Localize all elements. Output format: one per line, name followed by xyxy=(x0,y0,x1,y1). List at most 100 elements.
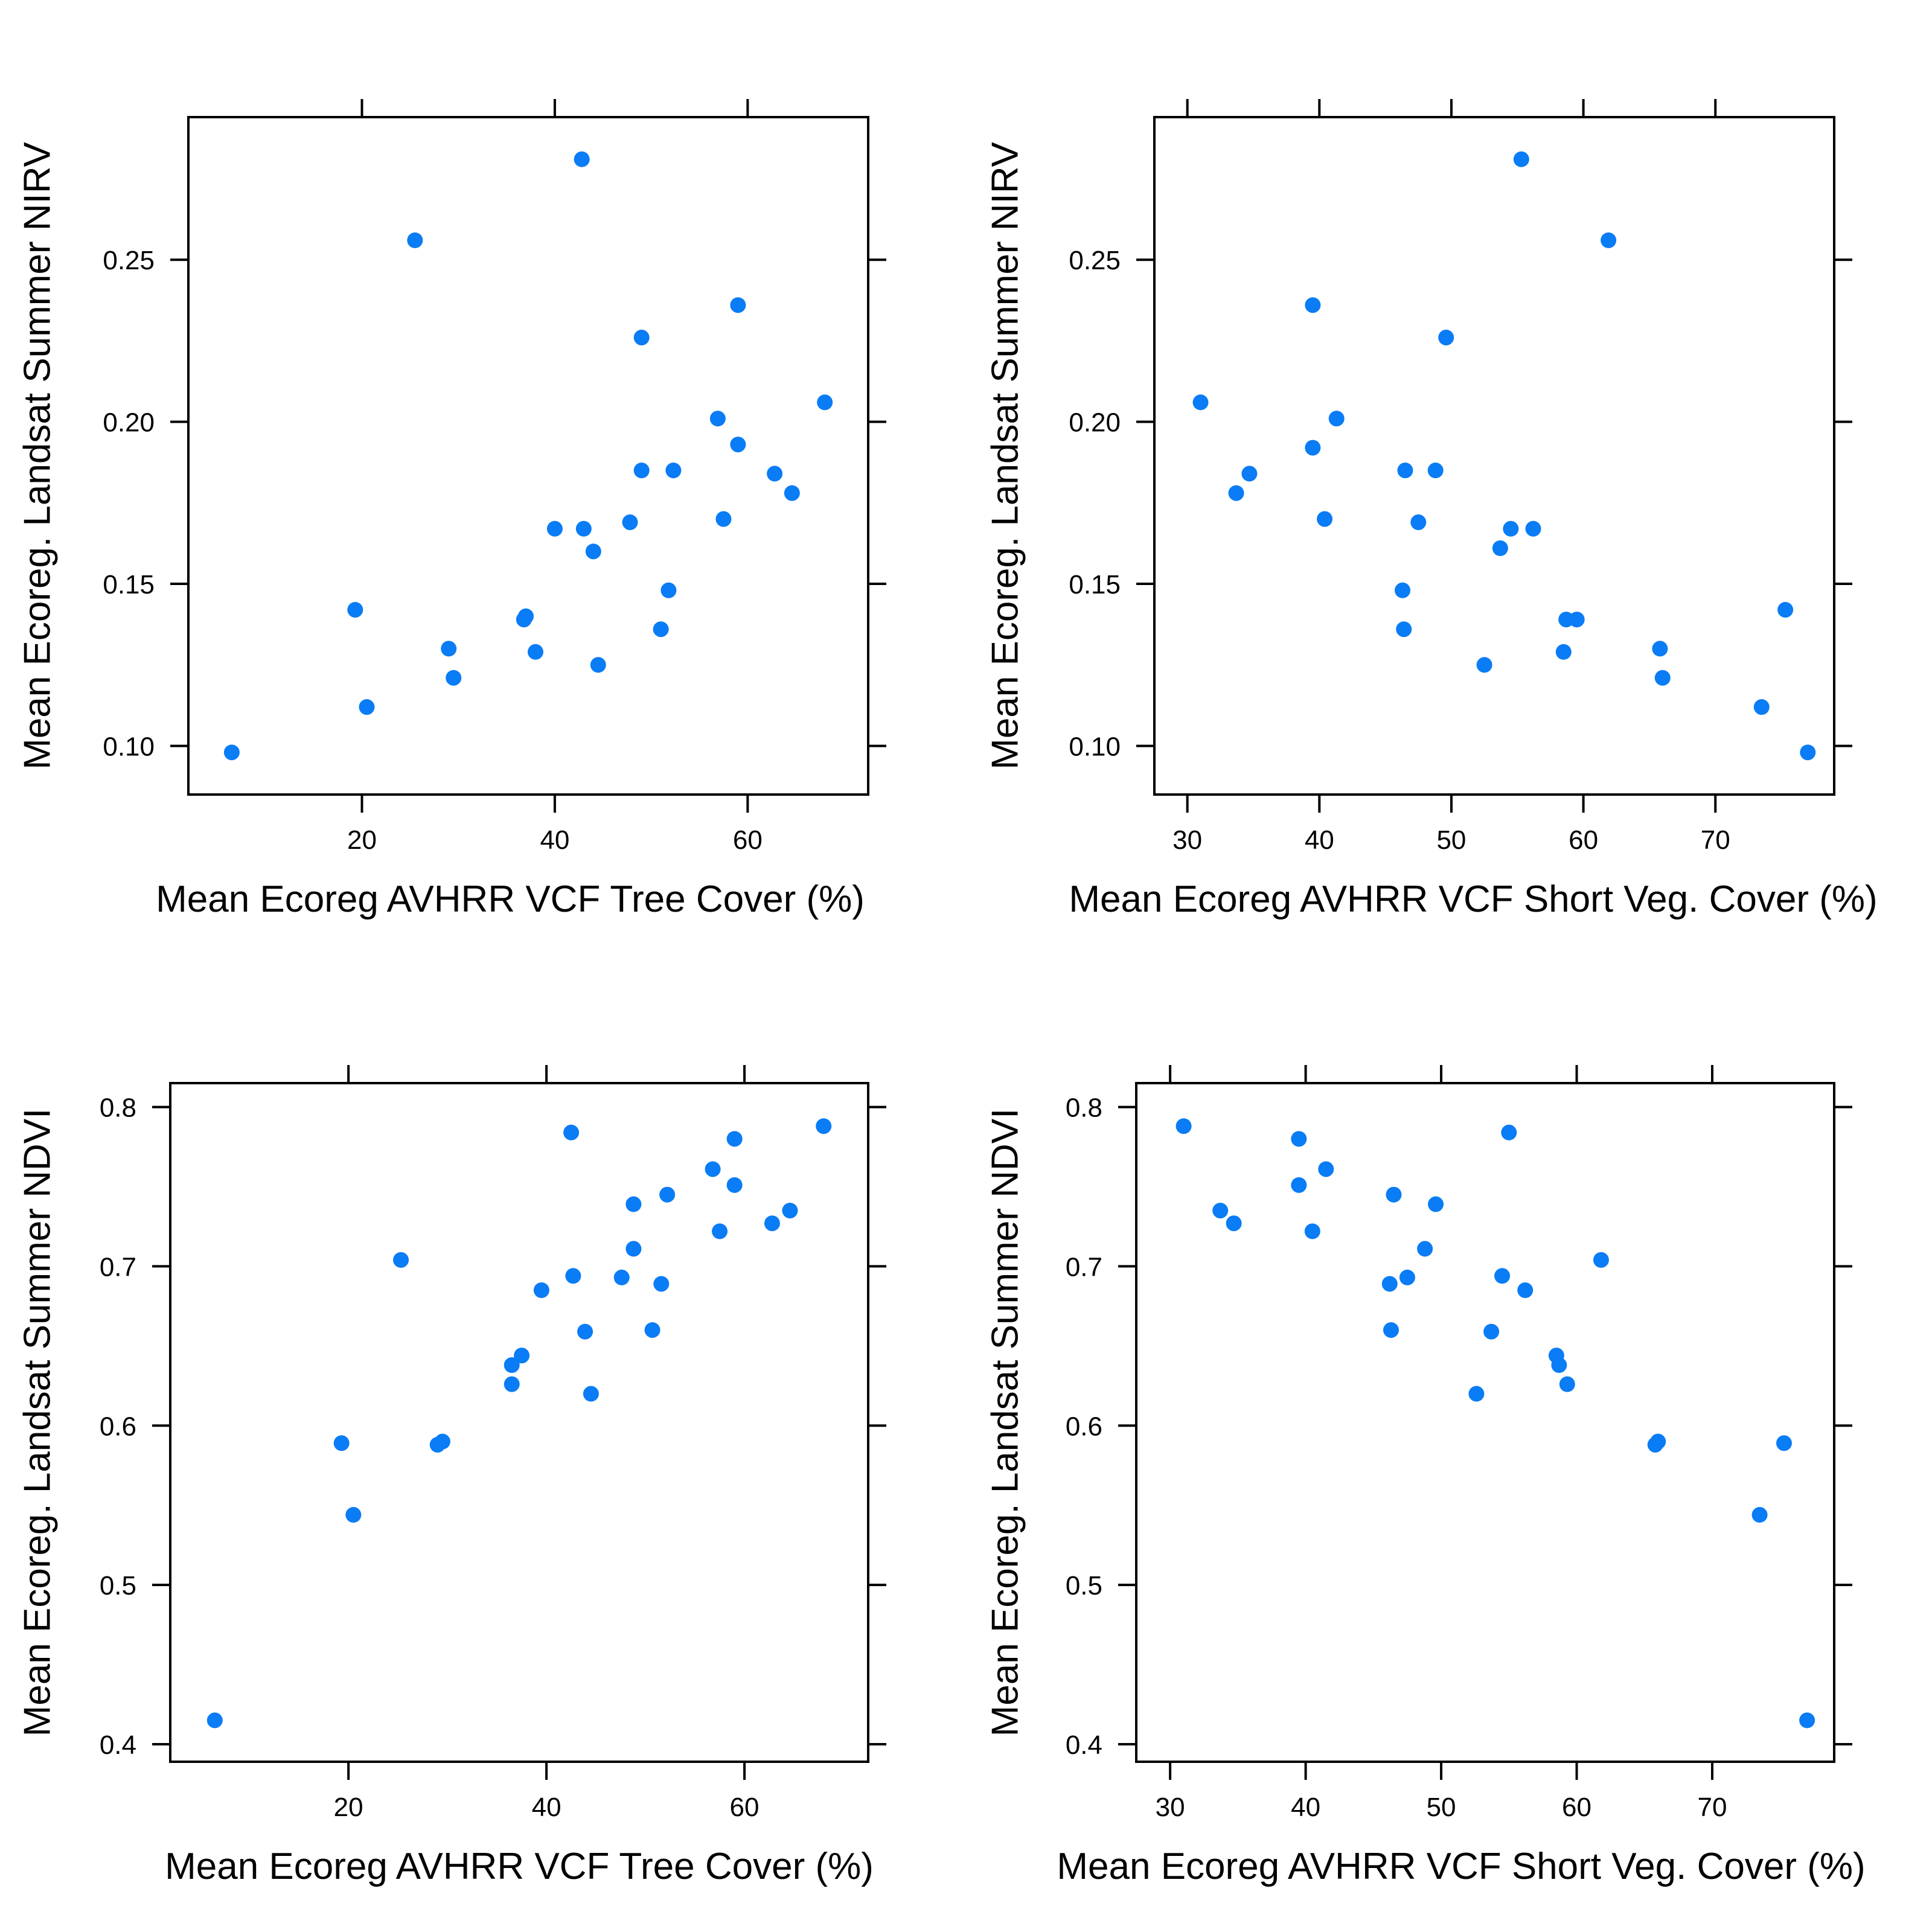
y-tick-label: 0.7 xyxy=(100,1252,136,1282)
data-point xyxy=(1328,411,1345,427)
y-tick-label: 0.5 xyxy=(1066,1571,1102,1601)
y-tick-label: 0.8 xyxy=(100,1093,136,1123)
panel-nirv-vs-tree-cover: 20 40 60 0.10 0.15 0.20 0.25 Mean Ecoreg AVHRR … xyxy=(17,99,886,920)
data-point xyxy=(625,1196,642,1212)
x-tick-label: 60 xyxy=(1562,1793,1591,1822)
data-point xyxy=(1397,462,1413,479)
data-point xyxy=(659,1186,676,1203)
panel-nirv-vs-short-veg: 30 40 50 60 70 0.10 0.15 0.20 0.25 Mean Ecoreg AV… xyxy=(985,99,1878,920)
data-point xyxy=(446,670,462,686)
data-point xyxy=(726,1177,743,1193)
data-point xyxy=(665,462,682,479)
data-point xyxy=(333,1435,350,1451)
data-point xyxy=(730,297,746,313)
data-point xyxy=(504,1376,520,1392)
data-point xyxy=(1428,1196,1444,1212)
data-point xyxy=(565,1268,581,1284)
data-point xyxy=(633,462,650,479)
data-point xyxy=(1776,1435,1792,1451)
data-point xyxy=(577,1323,593,1340)
data-point xyxy=(1799,1712,1815,1729)
data-point xyxy=(613,1269,630,1285)
data-point xyxy=(407,232,423,248)
data-point xyxy=(1396,621,1412,638)
data-point xyxy=(575,520,592,537)
data-point xyxy=(585,543,601,560)
x-tick-label: 20 xyxy=(347,825,377,855)
y-tick-label: 0.7 xyxy=(1066,1252,1102,1282)
x-tick-label: 60 xyxy=(1569,825,1598,855)
data-point xyxy=(1383,1322,1399,1338)
y-axis-label: Mean Ecoreg. Landsat Summer NDVI xyxy=(17,1108,59,1737)
x-tick-label: 70 xyxy=(1698,1793,1727,1822)
y-tick-label: 0.15 xyxy=(103,570,155,600)
data-point xyxy=(1800,744,1816,761)
y-axis-label: Mean Ecoreg. Landsat Summer NDVI xyxy=(985,1108,1026,1737)
data-point xyxy=(1176,1118,1192,1134)
data-point xyxy=(1317,511,1333,527)
plot-frame xyxy=(187,116,869,796)
y-tick-label: 0.25 xyxy=(103,246,155,275)
panel-ndvi-vs-tree-cover: 20 40 60 0.4 0.5 0.6 0.7 0.8 Mean Ecoreg AVHRR V… xyxy=(17,1065,886,1887)
data-point xyxy=(574,151,590,167)
data-point xyxy=(441,641,457,657)
data-point xyxy=(1501,1124,1517,1140)
y-tick-label: 0.10 xyxy=(1069,732,1121,761)
data-point xyxy=(1410,514,1427,531)
data-point xyxy=(347,602,363,618)
data-point xyxy=(1517,1282,1534,1299)
data-point xyxy=(712,1223,728,1239)
data-point xyxy=(1318,1161,1334,1177)
data-point xyxy=(1381,1276,1398,1292)
x-tick-label: 40 xyxy=(540,825,569,855)
data-point xyxy=(1525,520,1541,537)
y-tick-label: 0.20 xyxy=(1069,408,1121,438)
data-point xyxy=(784,485,800,501)
plot-frame xyxy=(1135,1082,1835,1763)
x-tick-label: 60 xyxy=(730,1793,760,1822)
data-point xyxy=(730,437,746,453)
data-point xyxy=(583,1386,599,1402)
data-point xyxy=(1593,1252,1609,1268)
y-tick-label: 0.6 xyxy=(100,1412,136,1441)
data-point xyxy=(1555,644,1572,660)
x-tick-label: 40 xyxy=(1291,1793,1320,1822)
x-axis-label: Mean Ecoreg AVHRR VCF Tree Cover (%) xyxy=(165,1846,874,1887)
data-point xyxy=(726,1131,743,1147)
data-point xyxy=(1492,540,1508,556)
data-point xyxy=(1652,641,1668,657)
data-point xyxy=(345,1507,362,1523)
x-tick-label: 70 xyxy=(1701,825,1730,855)
data-point xyxy=(709,411,726,427)
data-point xyxy=(563,1124,580,1140)
x-tick-label: 30 xyxy=(1172,825,1202,855)
y-tick-label: 0.25 xyxy=(1069,246,1121,275)
y-tick-label: 0.6 xyxy=(1066,1412,1102,1441)
data-point xyxy=(705,1161,721,1177)
data-point xyxy=(1559,1376,1575,1392)
x-tick-label: 40 xyxy=(532,1793,561,1822)
data-point xyxy=(1777,602,1794,618)
data-point xyxy=(625,1241,642,1257)
data-point xyxy=(1513,151,1529,167)
x-tick-label: 20 xyxy=(334,1793,363,1822)
plot-frame xyxy=(1153,116,1835,796)
data-point xyxy=(764,1215,780,1232)
data-point xyxy=(1476,657,1492,673)
x-tick-label: 30 xyxy=(1156,1793,1185,1822)
data-point xyxy=(1192,394,1209,411)
y-tick-label: 0.8 xyxy=(1066,1093,1102,1123)
x-axis-label: Mean Ecoreg AVHRR VCF Short Veg. Cover (… xyxy=(1057,1846,1865,1887)
data-point xyxy=(653,621,669,638)
x-tick-label: 60 xyxy=(733,825,763,855)
plot-frame xyxy=(169,1082,869,1763)
data-point xyxy=(1386,1186,1402,1203)
data-point xyxy=(715,511,732,527)
data-point xyxy=(393,1252,409,1268)
panel-ndvi-vs-short-veg: 30 40 50 60 70 0.4 0.5 0.6 0.7 0.8 Mean Ecoreg AVH… xyxy=(985,1065,1866,1887)
data-point xyxy=(1241,465,1258,482)
data-point xyxy=(590,657,606,673)
y-tick-label: 0.4 xyxy=(100,1730,136,1760)
data-point xyxy=(1751,1507,1768,1523)
